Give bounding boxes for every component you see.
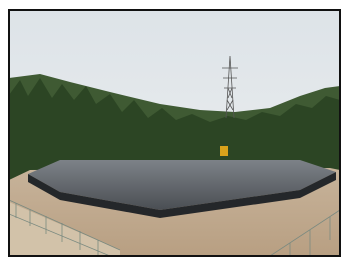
- photo-frame: [0, 0, 347, 262]
- excavator: [220, 146, 228, 156]
- page: [0, 0, 347, 262]
- photo: [9, 10, 340, 256]
